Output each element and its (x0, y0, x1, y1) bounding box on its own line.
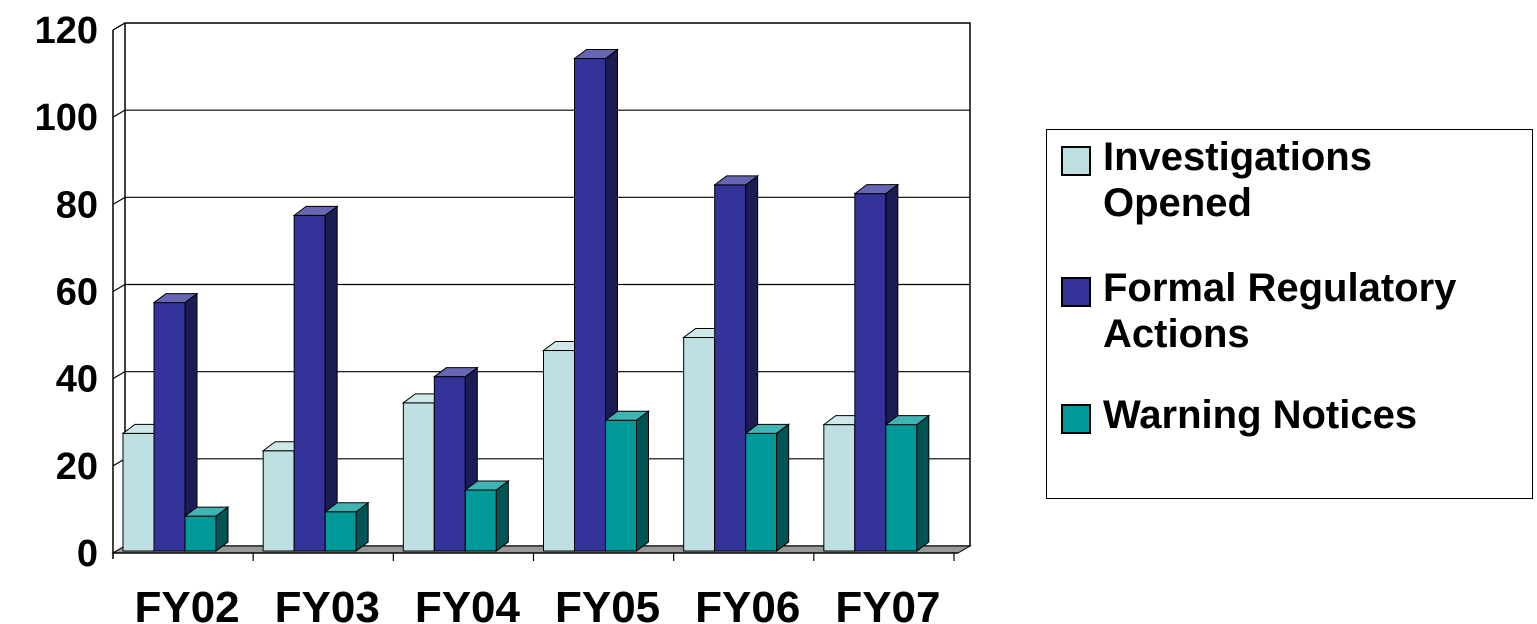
y-tick-label: 100 (35, 97, 98, 139)
bar-side (636, 410, 649, 552)
bar-side (916, 414, 930, 552)
y-tick-label: 40 (56, 359, 98, 401)
legend-swatch (1061, 146, 1091, 176)
legend-item-formal-regulatory-actions: Formal Regulatory Actions (1061, 265, 1523, 357)
gridline-side (112, 109, 126, 118)
bars (121, 48, 931, 552)
bar (183, 506, 230, 552)
bar-front (823, 424, 856, 552)
bar-front (153, 302, 186, 552)
bar (573, 48, 619, 552)
bar (463, 479, 510, 552)
legend: Investigations Opened Formal Regulatory … (1046, 129, 1533, 499)
bar (884, 414, 931, 552)
bar-front (605, 419, 637, 552)
bar-top (604, 410, 650, 421)
x-tick-label: FY05 (555, 583, 660, 624)
bar-front (885, 424, 918, 552)
bar-top (573, 49, 619, 60)
bar-side (324, 205, 338, 552)
bar (323, 501, 370, 552)
legend-label: Investigations Opened (1103, 135, 1372, 225)
legend-swatch (1061, 404, 1091, 434)
bar-top (853, 184, 900, 195)
y-tick-label: 20 (56, 446, 98, 488)
gridline-side (112, 196, 126, 205)
bar-front (714, 184, 747, 552)
bar-top (292, 205, 339, 216)
x-tick-label: FY03 (275, 583, 380, 624)
bar-top (183, 506, 230, 517)
bar-front (324, 511, 357, 552)
x-tick-label: FY02 (134, 583, 239, 624)
legend-item-investigations-opened: Investigations Opened (1061, 134, 1523, 226)
x-tick-label: FY07 (835, 583, 940, 624)
bar-front (745, 432, 778, 552)
y-tick-label: 60 (56, 272, 98, 314)
bar-front (683, 336, 716, 552)
bar (744, 423, 791, 552)
bar (853, 183, 900, 552)
bar (292, 205, 339, 552)
bar-front (854, 193, 887, 552)
bar-front (543, 350, 575, 552)
x-tick-label: FY06 (695, 583, 800, 624)
y-tick-label: 120 (35, 10, 98, 52)
bar-top (152, 293, 199, 304)
bar-top (463, 480, 510, 491)
bar-front (262, 450, 295, 552)
bar (604, 410, 650, 552)
bar-front (293, 214, 326, 552)
side-wall-top-edge (112, 22, 126, 31)
bar-side (776, 423, 790, 552)
legend-label: Warning Notices (1103, 393, 1418, 437)
bar (152, 292, 199, 552)
bar-front (574, 58, 606, 552)
bar-top (713, 175, 760, 186)
bar-top (884, 415, 931, 426)
legend-swatch (1061, 277, 1091, 307)
y-tick-label: 0 (77, 533, 98, 575)
bar-front (464, 489, 497, 552)
bar (713, 174, 760, 552)
gridline-side (112, 371, 126, 380)
x-tick-label: FY04 (415, 583, 521, 624)
bar-front (402, 402, 435, 552)
bar-top (432, 367, 479, 378)
y-tick-label: 80 (56, 184, 98, 226)
bar-front (184, 515, 217, 552)
gridline-side (112, 283, 126, 293)
bar-top (744, 423, 791, 434)
bar-front (433, 376, 466, 552)
axis-labels: 0 20 40 60 80 100 120 FY02 FY03 FY04 FY05 FY06 FY07 (35, 10, 941, 624)
legend-label: Formal Regulatory Actions (1103, 266, 1457, 356)
legend-item-warning-notices: Warning Notices (1061, 392, 1523, 438)
bar-side (495, 479, 509, 552)
bar-front (122, 432, 155, 552)
bar-top (323, 502, 370, 513)
